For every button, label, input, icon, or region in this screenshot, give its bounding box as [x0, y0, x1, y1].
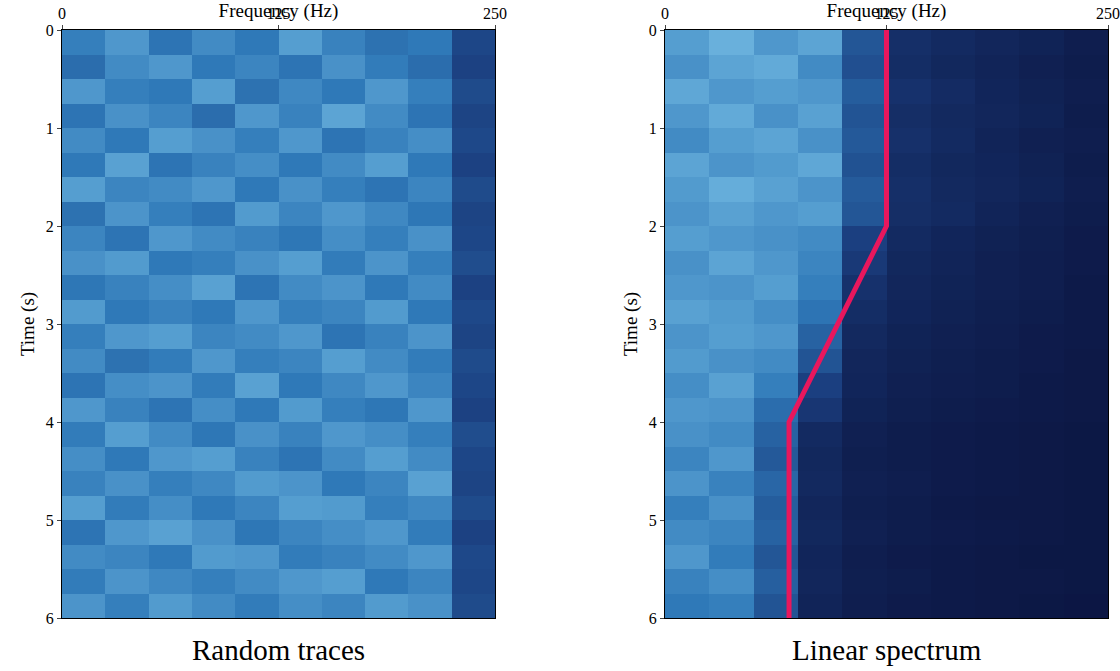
svg-text:5: 5 [649, 512, 657, 529]
svg-text:3: 3 [649, 316, 657, 333]
svg-text:1: 1 [649, 120, 657, 137]
svg-text:1: 1 [46, 120, 54, 137]
svg-text:250: 250 [483, 5, 507, 22]
svg-text:0: 0 [661, 5, 669, 22]
svg-text:3: 3 [46, 316, 54, 333]
svg-text:0: 0 [46, 22, 54, 39]
svg-text:2: 2 [649, 218, 657, 235]
svg-text:Frequency (Hz): Frequency (Hz) [827, 0, 947, 22]
svg-text:6: 6 [649, 610, 657, 627]
svg-text:250: 250 [1096, 5, 1120, 22]
svg-text:5: 5 [46, 512, 54, 529]
svg-text:Time (s): Time (s) [620, 292, 642, 356]
svg-text:Random traces: Random traces [192, 634, 365, 666]
svg-text:Linear spectrum: Linear spectrum [792, 634, 982, 666]
svg-text:125: 125 [267, 5, 291, 22]
svg-text:4: 4 [46, 414, 54, 431]
svg-text:0: 0 [649, 22, 657, 39]
svg-text:Time (s): Time (s) [17, 292, 39, 356]
svg-text:6: 6 [46, 610, 54, 627]
svg-text:125: 125 [875, 5, 899, 22]
svg-text:4: 4 [649, 414, 657, 431]
svg-text:Frequency (Hz): Frequency (Hz) [219, 0, 339, 22]
svg-text:2: 2 [46, 218, 54, 235]
svg-text:0: 0 [58, 5, 66, 22]
